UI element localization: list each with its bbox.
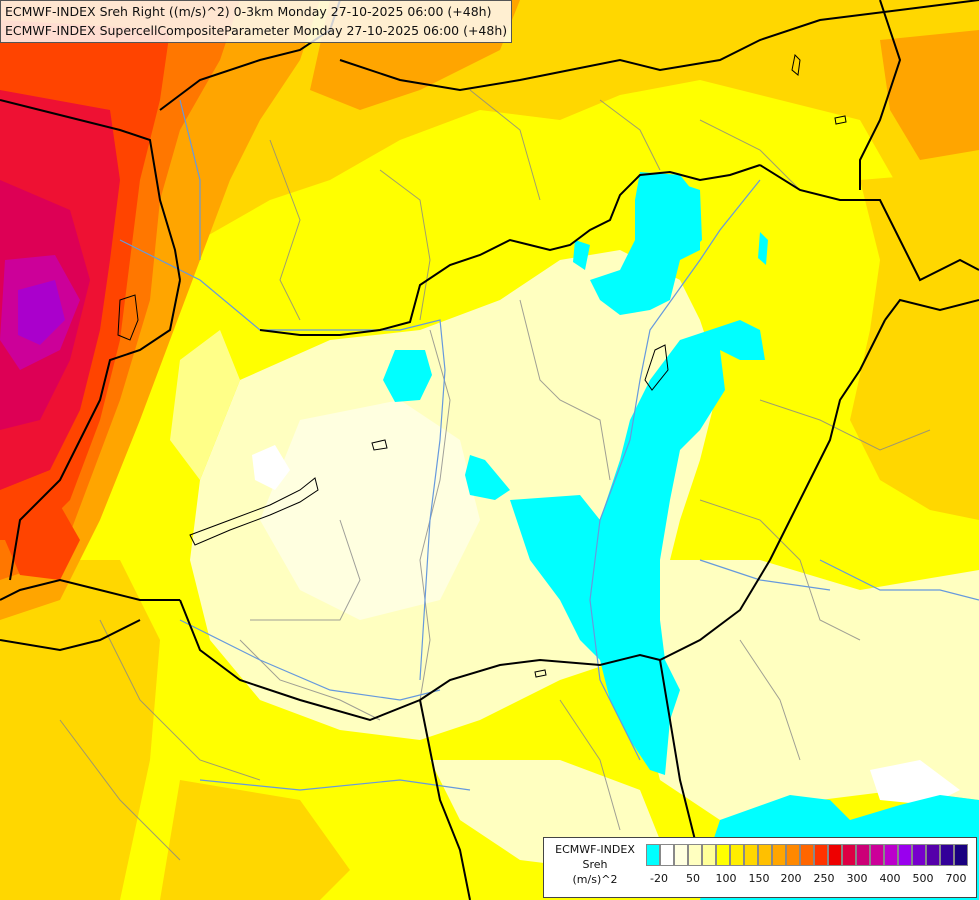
field-cyan-northright bbox=[668, 180, 702, 252]
border-croatia-bosnia bbox=[0, 578, 180, 601]
field-white-patch bbox=[252, 445, 290, 490]
field-cyan-main bbox=[510, 320, 765, 775]
legend-swatch-13 bbox=[828, 844, 842, 866]
sava-river bbox=[199, 779, 471, 791]
legend-swatch-6 bbox=[730, 844, 744, 866]
border-austria-hungary bbox=[9, 279, 181, 581]
field-cyan-west-blob bbox=[383, 350, 432, 402]
border-hungary-romania bbox=[659, 319, 886, 661]
legend-title-line-3: (m/s)^2 bbox=[572, 873, 618, 886]
legend-tick-label: 400 bbox=[879, 872, 901, 885]
field-pale-southeast bbox=[640, 560, 979, 820]
legend-swatches bbox=[646, 844, 968, 866]
legend-swatch-18 bbox=[898, 844, 912, 866]
legend-swatch-20 bbox=[926, 844, 940, 866]
legend-tick-label: 500 bbox=[912, 872, 934, 885]
legend-tick-label: 150 bbox=[748, 872, 770, 885]
legend-swatch-5 bbox=[716, 844, 730, 866]
legend-swatch-12 bbox=[814, 844, 828, 866]
legend-ticks: -20 50 100 150 200 250 300 400 500 700 bbox=[646, 872, 976, 888]
field-cyan-small3 bbox=[465, 455, 510, 500]
legend-title: ECMWF-INDEX Sreh (m/s)^2 bbox=[546, 842, 644, 887]
legend-swatch-16 bbox=[870, 844, 884, 866]
border-romania-ukraine bbox=[884, 298, 979, 321]
legend-swatch-1 bbox=[660, 844, 674, 866]
legend-swatch-2 bbox=[674, 844, 688, 866]
border-serbia-romania bbox=[659, 659, 701, 861]
border-northeast-poland bbox=[859, 0, 902, 190]
legend-swatch-22 bbox=[954, 844, 968, 866]
field-lightyellow-band bbox=[170, 330, 240, 480]
legend-swatch-3 bbox=[688, 844, 702, 866]
field-white-southeast bbox=[870, 760, 960, 805]
field-gold-southwest bbox=[0, 560, 160, 900]
lake-balaton bbox=[189, 477, 319, 546]
legend-swatch-0 bbox=[646, 844, 660, 866]
field-gold-east bbox=[850, 170, 979, 520]
legend-swatch-14 bbox=[842, 844, 856, 866]
east-river bbox=[819, 559, 979, 601]
legend-title-line-1: ECMWF-INDEX bbox=[555, 843, 635, 856]
legend-swatch-8 bbox=[758, 844, 772, 866]
legend-swatch-7 bbox=[744, 844, 758, 866]
lake-north2 bbox=[834, 115, 847, 125]
border-ukraine bbox=[759, 164, 979, 282]
field-red-southwest bbox=[5, 500, 80, 580]
legend-tick-label: 250 bbox=[813, 872, 835, 885]
lake-neusiedl bbox=[117, 294, 139, 341]
legend-tick-label: 700 bbox=[945, 872, 967, 885]
legend-swatch-10 bbox=[786, 844, 800, 866]
rivers bbox=[119, 99, 979, 791]
lake-velence bbox=[371, 439, 388, 451]
border-slovenia bbox=[0, 619, 141, 652]
drava-river bbox=[179, 619, 441, 701]
lakes bbox=[117, 53, 847, 678]
border-bosnia-serbia bbox=[419, 699, 471, 900]
border-hungary-serbia-croatia bbox=[179, 599, 661, 722]
map-title-box: ECMWF-INDEX Sreh Right ((m/s)^2) 0-3km M… bbox=[0, 0, 513, 43]
mures-river bbox=[699, 559, 831, 591]
field-cream-center bbox=[260, 400, 480, 620]
lake-south bbox=[534, 669, 547, 678]
danube-river bbox=[119, 239, 446, 681]
legend-swatch-19 bbox=[912, 844, 926, 866]
legend-tick-label: 100 bbox=[715, 872, 737, 885]
legend-tick-label: -20 bbox=[650, 872, 668, 885]
legend-tick-label: 300 bbox=[846, 872, 868, 885]
field-purple-west bbox=[18, 280, 65, 345]
border-czech-austria bbox=[0, 99, 181, 281]
title-line-2: ECMWF-INDEX SupercellCompositeParameter … bbox=[5, 23, 508, 38]
legend-swatch-15 bbox=[856, 844, 870, 866]
field-gold-southwest2 bbox=[160, 780, 350, 900]
legend-title-line-2: Sreh bbox=[582, 858, 608, 871]
legend-swatch-17 bbox=[884, 844, 898, 866]
legend-swatch-11 bbox=[800, 844, 814, 866]
legend-swatch-9 bbox=[772, 844, 786, 866]
tisza-river bbox=[589, 179, 761, 761]
color-legend: ECMWF-INDEX Sreh (m/s)^2 -20 50 100 150 200 2… bbox=[543, 837, 977, 898]
legend-tick-label: 50 bbox=[686, 872, 700, 885]
legend-swatch-4 bbox=[702, 844, 716, 866]
lake-tisza bbox=[644, 344, 669, 391]
field-cyan-small2 bbox=[758, 232, 768, 265]
legend-tick-label: 200 bbox=[780, 872, 802, 885]
border-slovakia-hungary bbox=[259, 164, 761, 336]
field-cyan-small1 bbox=[573, 240, 590, 270]
morava-river bbox=[179, 99, 201, 260]
border-poland-slovakia bbox=[339, 0, 979, 92]
title-line-1: ECMWF-INDEX Sreh Right ((m/s)^2) 0-3km M… bbox=[5, 4, 492, 19]
lake-north1 bbox=[791, 53, 801, 76]
field-orange-northeast bbox=[880, 30, 979, 160]
legend-swatch-21 bbox=[940, 844, 954, 866]
